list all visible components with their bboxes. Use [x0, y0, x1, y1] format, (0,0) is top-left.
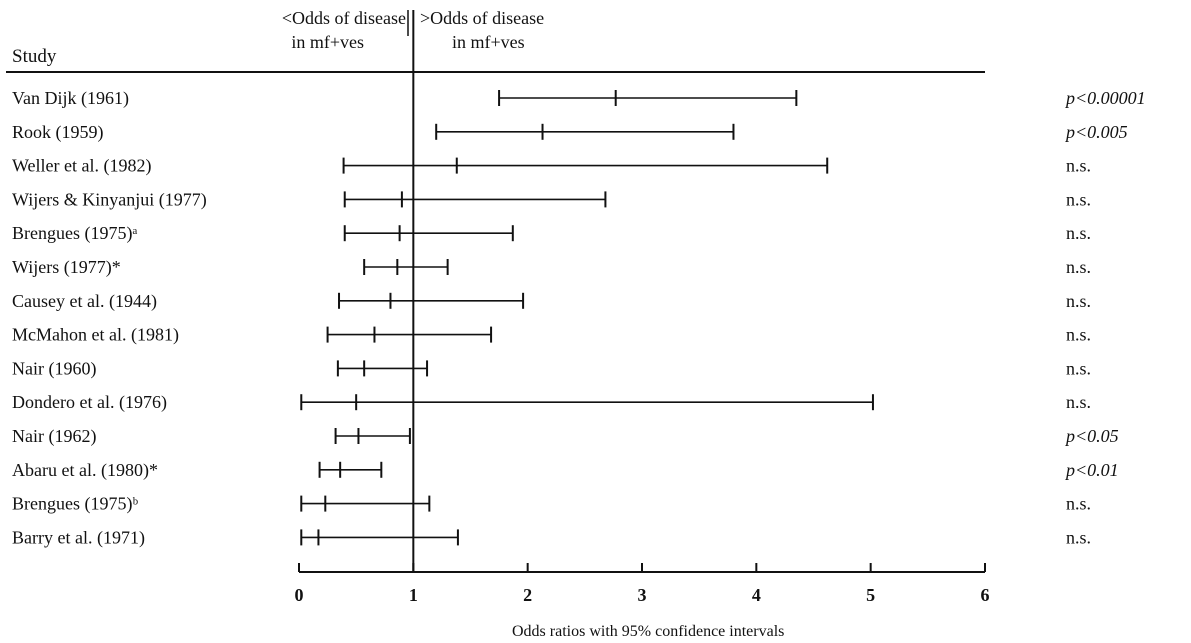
study-row: Weller et al. (1982) n.s.: [12, 156, 1091, 177]
p-value: n.s.: [1066, 358, 1091, 378]
study-name: Nair (1962): [12, 426, 96, 447]
p-value: n.s.: [1066, 527, 1091, 547]
study-row: Brengues (1975)ᵃ n.s.: [12, 223, 1091, 244]
study-rows: Van Dijk (1961) p<0.00001 Rook (1959) p<0.0…: [12, 88, 1146, 548]
x-axis: 0 1 2 3 4 5 6: [295, 563, 990, 605]
study-row: McMahon et al. (1981) n.s.: [12, 325, 1091, 346]
study-name: Weller et al. (1982): [12, 156, 152, 177]
x-tick-label: 2: [523, 585, 532, 605]
study-row: Abaru et al. (1980)* p<0.01: [12, 460, 1119, 481]
p-value: p<0.05: [1064, 426, 1119, 446]
study-name: Brengues (1975)ᵇ: [12, 494, 138, 515]
header: Study <Odds of disease in mf+ves >Odds o…: [6, 8, 985, 73]
p-value: n.s.: [1066, 392, 1091, 412]
study-row: Nair (1962) p<0.05: [12, 426, 1119, 447]
study-name: Dondero et al. (1976): [12, 392, 167, 413]
p-value: n.s.: [1066, 156, 1091, 176]
p-value: n.s.: [1066, 291, 1091, 311]
right-note-line2: in mf+ves: [452, 32, 525, 52]
x-axis-label: Odds ratios with 95% confidence interval…: [512, 623, 784, 640]
study-name: McMahon et al. (1981): [12, 325, 179, 346]
p-value: n.s.: [1066, 325, 1091, 345]
study-row: Barry et al. (1971) n.s.: [12, 527, 1091, 548]
p-value: n.s.: [1066, 223, 1091, 243]
study-name: Rook (1959): [12, 122, 104, 143]
study-name: Brengues (1975)ᵃ: [12, 223, 137, 244]
study-row: Brengues (1975)ᵇ n.s.: [12, 494, 1091, 515]
p-value: n.s.: [1066, 257, 1091, 277]
left-note-line2: in mf+ves: [291, 32, 364, 52]
x-tick-label: 4: [752, 585, 761, 605]
study-row: Wijers (1977)* n.s.: [12, 257, 1091, 278]
left-note-line1: <Odds of disease: [282, 8, 406, 28]
study-name: Wijers & Kinyanjui (1977): [12, 189, 207, 210]
x-tick-label: 1: [409, 585, 418, 605]
study-row: Nair (1960) n.s.: [12, 358, 1091, 379]
study-row: Wijers & Kinyanjui (1977) n.s.: [12, 189, 1091, 210]
p-value: n.s.: [1066, 189, 1091, 209]
study-row: Causey et al. (1944) n.s.: [12, 291, 1091, 312]
study-name: Van Dijk (1961): [12, 88, 129, 109]
x-tick-label: 3: [638, 585, 647, 605]
p-value: n.s.: [1066, 494, 1091, 514]
x-tick-label: 0: [295, 585, 304, 605]
p-value: p<0.005: [1064, 122, 1128, 142]
study-column-header: Study: [12, 46, 57, 67]
x-tick-label: 6: [981, 585, 990, 605]
p-value: p<0.01: [1064, 460, 1119, 480]
study-name: Nair (1960): [12, 358, 96, 379]
study-row: Van Dijk (1961) p<0.00001: [12, 88, 1146, 109]
study-row: Rook (1959) p<0.005: [12, 122, 1128, 143]
study-name: Barry et al. (1971): [12, 527, 145, 548]
study-name: Abaru et al. (1980)*: [12, 460, 158, 481]
study-name: Causey et al. (1944): [12, 291, 157, 312]
right-note-line1: >Odds of disease: [420, 8, 544, 28]
p-value: p<0.00001: [1064, 88, 1146, 108]
study-row: Dondero et al. (1976) n.s.: [12, 392, 1091, 413]
study-name: Wijers (1977)*: [12, 257, 121, 278]
x-tick-label: 5: [866, 585, 875, 605]
